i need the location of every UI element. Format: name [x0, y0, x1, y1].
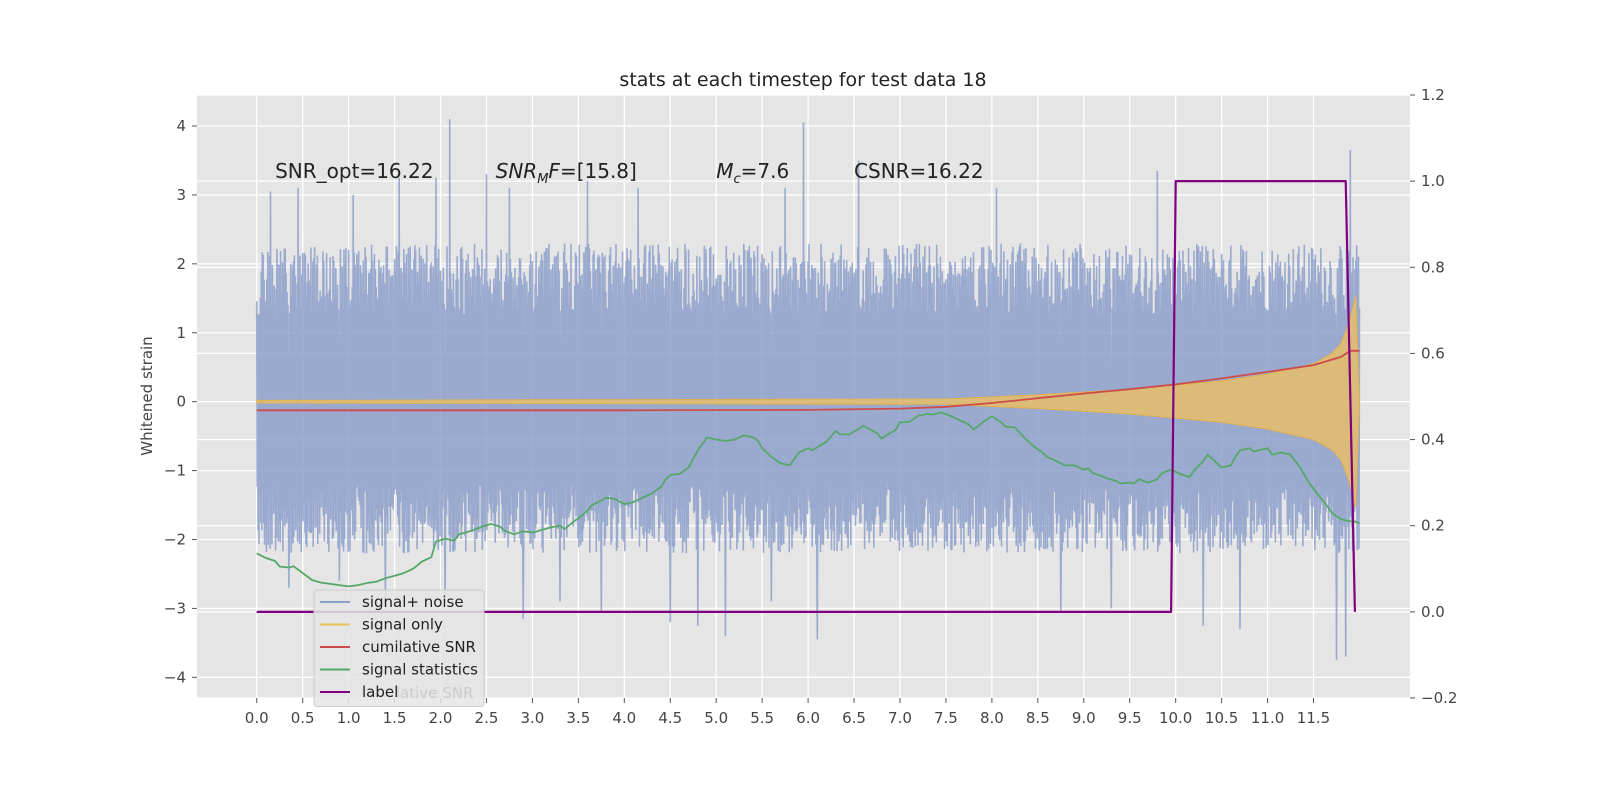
y2-tick-label: −0.2 — [1421, 689, 1457, 707]
annotation-csnr: CSNR=16.22 — [854, 159, 984, 183]
x-tick-label: 7.5 — [934, 709, 958, 727]
y-tick-label: −3 — [164, 599, 186, 617]
y2-tick-label: 0.8 — [1421, 258, 1445, 276]
y-axis-label: Whitened strain — [138, 336, 156, 455]
y-tick-label: −2 — [164, 530, 186, 548]
annotation-mc: Mc=7.6 — [716, 159, 789, 187]
series-signal-only — [256, 295, 1360, 509]
x-tick-label: 1.5 — [383, 709, 407, 727]
series-cumulative-snr — [256, 349, 1360, 412]
x-tick-label: 6.5 — [842, 709, 866, 727]
y2-tick-label: 0.0 — [1421, 603, 1445, 621]
annotations: SNR_opt=16.22 SNRMF=[15.8] Mc=7.6 CSNR=16.2… — [275, 159, 983, 187]
series-signal-noise — [255, 119, 1361, 661]
y-tick-label: 1 — [176, 324, 186, 342]
series-label — [256, 180, 1356, 613]
legend-label: cumilative SNR — [362, 638, 476, 656]
y2-tick-label: 1.2 — [1421, 86, 1445, 104]
legend-label: signal+ noise — [362, 593, 464, 611]
x-tick-label: 3.5 — [566, 709, 590, 727]
chart-title: stats at each timestep for test data 18 — [619, 69, 986, 91]
x-tick-label: 11.5 — [1297, 709, 1330, 727]
y2-tick-label: 0.4 — [1421, 431, 1445, 449]
y-tick-label: 4 — [176, 117, 186, 135]
x-tick-label: 8.0 — [980, 709, 1004, 727]
legend-box — [313, 589, 485, 707]
x-tick-label: 1.0 — [337, 709, 361, 727]
x-tick-label: 0.0 — [245, 709, 269, 727]
x-tick-label: 10.0 — [1159, 709, 1192, 727]
legend-label: signal only — [362, 616, 443, 634]
x-tick-label: 8.5 — [1026, 709, 1050, 727]
axes: 0.0 0.5 1.0 1.5 2.0 2.5 3.0 3.5 4.0 4.5 5.0 5.5 6.0 6… — [164, 86, 1458, 727]
y2-tick-label: 0.6 — [1421, 344, 1445, 362]
annotation-snr-opt: SNR_opt=16.22 — [275, 159, 433, 183]
x-tick-label: 7.0 — [888, 709, 912, 727]
annotation-snr-mf: SNRMF=[15.8] — [496, 159, 637, 187]
x-tick-label: 3.0 — [520, 709, 544, 727]
x-tick-label: 4.5 — [658, 709, 682, 727]
y2-tick-label: 1.0 — [1421, 172, 1445, 190]
y-tick-label: −4 — [164, 668, 186, 686]
legend-label: signal statistics — [362, 661, 478, 679]
legend-hidden-text: lative SNR — [396, 684, 473, 702]
legend-label: label — [362, 683, 398, 701]
x-tick-label: 6.0 — [796, 709, 820, 727]
y-tick-label: −1 — [164, 462, 186, 480]
x-tick-label: 4.0 — [612, 709, 636, 727]
x-tick-label: 2.0 — [429, 709, 453, 727]
x-tick-label: 11.0 — [1251, 709, 1284, 727]
y-tick-label: 0 — [176, 393, 186, 411]
x-tick-label: 5.0 — [704, 709, 728, 727]
y-tick-label: 3 — [176, 186, 186, 204]
x-tick-label: 10.5 — [1205, 709, 1238, 727]
legend: lative SNR signal+ noise signal only cumila… — [313, 589, 485, 707]
y2-tick-label: 0.2 — [1421, 517, 1445, 535]
data-layer — [255, 119, 1361, 661]
x-tick-label: 0.5 — [291, 709, 315, 727]
x-tick-label: 9.0 — [1072, 709, 1096, 727]
series-signal-statistics — [256, 411, 1360, 588]
x-tick-label: 5.5 — [750, 709, 774, 727]
x-tick-label: 9.5 — [1118, 709, 1142, 727]
y-tick-label: 2 — [176, 255, 186, 273]
x-tick-label: 2.5 — [475, 709, 499, 727]
